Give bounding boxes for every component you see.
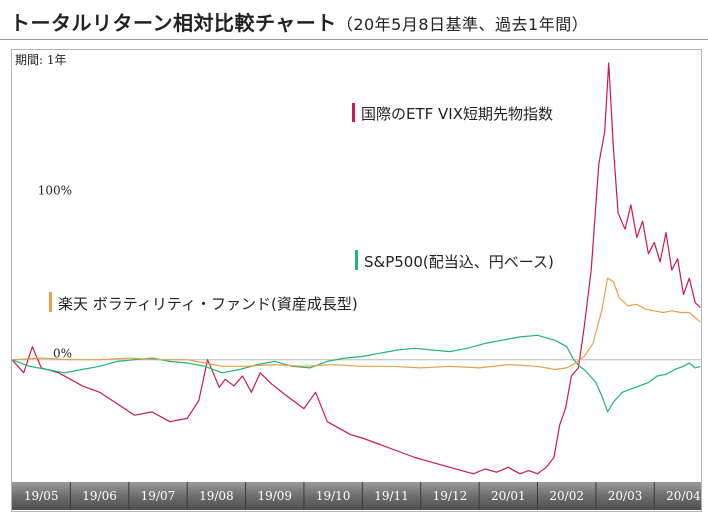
series-line-2	[11, 334, 701, 413]
chart-subtitle: （20年5月8日基準、過去1年間）	[336, 15, 589, 34]
chart-frame	[11, 49, 702, 512]
header-rule	[0, 39, 708, 40]
x-tick-label: 20/01	[491, 489, 526, 503]
x-tick-label: 19/11	[374, 489, 409, 503]
y-tick-label: 0%	[53, 347, 72, 361]
legend-swatch	[355, 250, 358, 270]
y-axis: 100% 0%	[38, 184, 72, 361]
x-tick-label: 20/02	[549, 489, 584, 503]
legend-label: S&P500(配当込、円ベース)	[364, 253, 554, 271]
x-tick-label: 19/07	[141, 489, 176, 503]
series-line-3	[11, 277, 701, 371]
series-lines	[11, 62, 701, 475]
legend-swatch	[49, 292, 52, 312]
y-tick-label: 100%	[38, 184, 72, 198]
x-tick-label: 20/03	[608, 489, 643, 503]
x-tick-label: 19/06	[82, 489, 117, 503]
series-line-1	[11, 62, 701, 475]
legend-label: 楽天 ボラティリティ・ファンド(資産成長型)	[58, 295, 358, 313]
x-axis-bar	[12, 482, 701, 510]
chart-header: トータルリターン相対比較チャート（20年5月8日基準、過去1年間）	[0, 0, 708, 40]
x-tick-label: 19/08	[199, 489, 234, 503]
x-tick-label: 19/09	[257, 489, 292, 503]
x-tick-label: 19/05	[24, 489, 59, 503]
legend-label: 国際のETF VIX短期先物指数	[361, 105, 553, 123]
period-label: 期間: 1年	[15, 53, 67, 67]
chart-title: トータルリターン相対比較チャート（20年5月8日基準、過去1年間）	[10, 11, 589, 35]
x-tick-label: 19/12	[433, 489, 468, 503]
legend-swatch	[352, 103, 355, 122]
legend: 国際のETF VIX短期先物指数 S&P500(配当込、円ベース) 楽天 ボラティリ…	[49, 103, 554, 313]
x-tick-label: 20/04	[666, 489, 701, 503]
x-tick-label: 19/10	[316, 489, 351, 503]
x-axis: 19/05 19/06 19/07 19/08 19/09 19/10 19/11 19/12…	[12, 482, 701, 510]
